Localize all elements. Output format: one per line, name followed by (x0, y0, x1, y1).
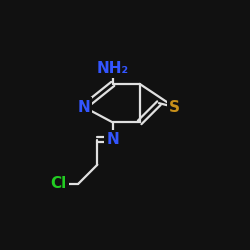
Text: S: S (169, 100, 180, 114)
Text: N: N (78, 100, 90, 114)
Text: N: N (106, 132, 119, 147)
Text: Cl: Cl (51, 176, 67, 192)
Text: NH₂: NH₂ (97, 61, 129, 76)
